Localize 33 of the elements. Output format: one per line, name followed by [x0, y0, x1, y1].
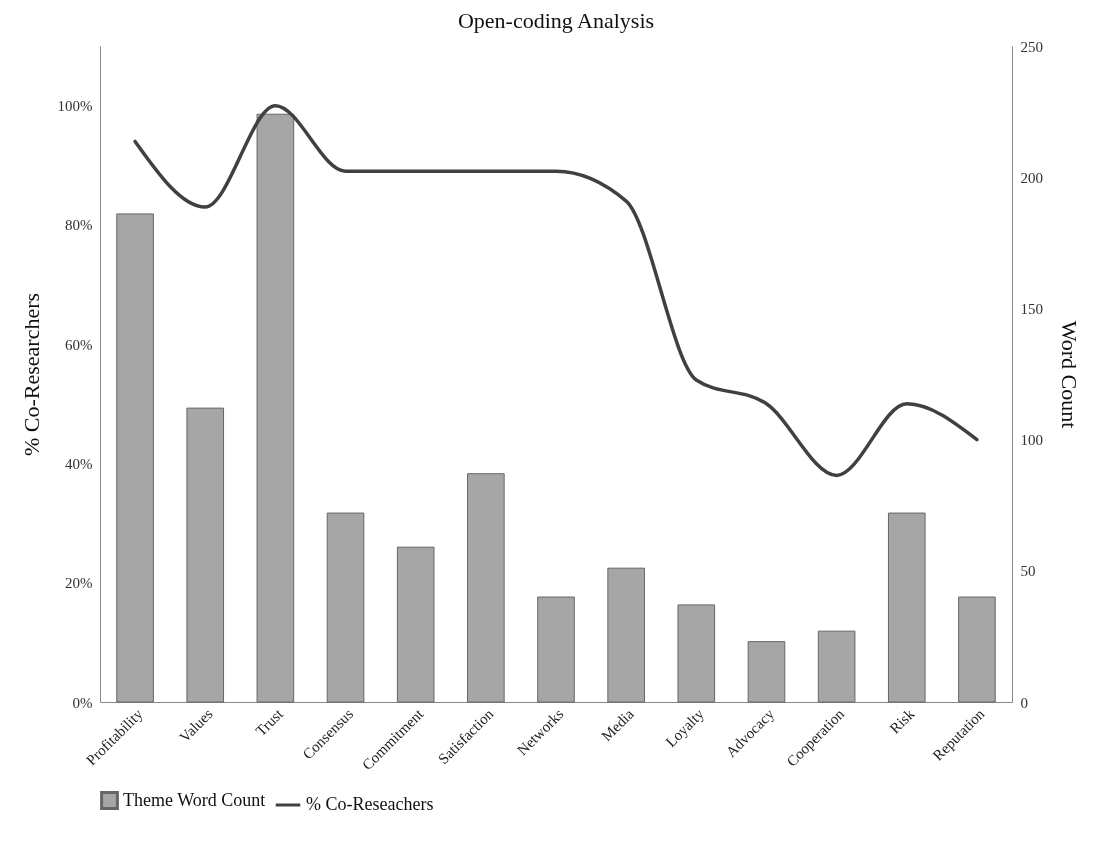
- chart-title: Open-coding Analysis: [457, 8, 655, 33]
- y2-tick-label: 150: [1020, 300, 1043, 317]
- bar: [256, 113, 295, 703]
- bar: [537, 596, 575, 703]
- bar: [186, 407, 225, 703]
- bar: [607, 567, 645, 703]
- bar: [747, 641, 786, 703]
- line-series: [133, 103, 979, 478]
- bar: [887, 512, 926, 703]
- y2-tick-label: 0: [1020, 694, 1028, 711]
- y-tick-label: 0%: [72, 694, 93, 711]
- x-tick-label: Trust: [252, 705, 287, 740]
- y-tick-label: 40%: [65, 455, 93, 472]
- bar: [817, 630, 856, 703]
- bar: [116, 213, 154, 703]
- y-tick-label: 80%: [65, 217, 93, 234]
- bar: [326, 512, 365, 703]
- y2-tick-label: 100: [1020, 432, 1043, 449]
- y-tick-label: 100%: [57, 98, 93, 115]
- y2-tick-label: 200: [1020, 169, 1043, 186]
- y-tick-label: 60%: [65, 336, 93, 353]
- y-axis-title: % Co-Researchers: [18, 292, 44, 457]
- x-tick-label: Risk: [886, 705, 918, 737]
- y2-tick-label: 250: [1020, 38, 1043, 55]
- y2-axis-title: Word Count: [1057, 320, 1082, 429]
- legend-label: % Co-Reseachers: [306, 794, 434, 814]
- bar: [396, 546, 435, 703]
- legend-label: Theme Word Count: [123, 789, 266, 810]
- y2-tick-label: 50: [1020, 563, 1036, 580]
- bar: [467, 473, 505, 703]
- bar: [958, 596, 996, 703]
- bar: [677, 604, 716, 703]
- y-tick-label: 20%: [65, 575, 93, 592]
